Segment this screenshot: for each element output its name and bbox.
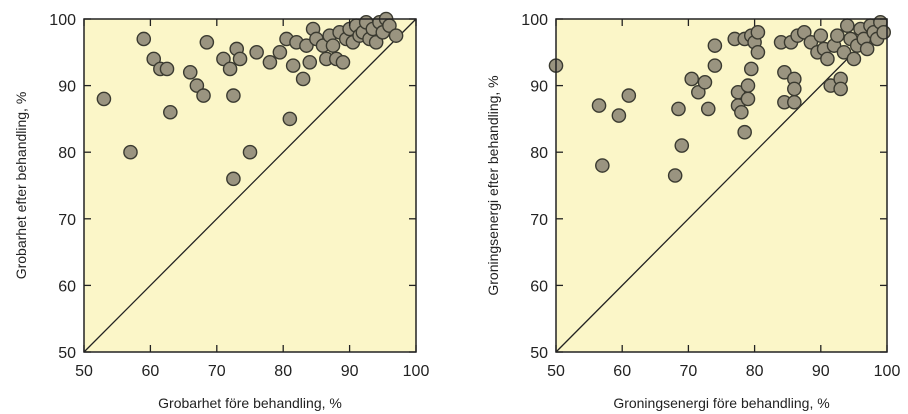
data-point: [671, 101, 686, 117]
data-point: [876, 25, 891, 40]
y-tick-label: 70: [530, 212, 548, 229]
y-tick-label: 60: [58, 278, 76, 295]
plot-frame: [83, 18, 417, 353]
data-point: [750, 25, 766, 40]
x-tick-label: 70: [208, 363, 226, 380]
data-point: [222, 61, 238, 77]
data-point: [595, 158, 610, 173]
data-point: [750, 45, 766, 60]
data-point: [96, 91, 112, 107]
x-tick-label: 50: [547, 363, 565, 380]
data-point: [737, 124, 752, 140]
data-point: [787, 81, 802, 97]
data-point: [621, 88, 637, 103]
data-point: [249, 45, 264, 60]
data-point: [667, 168, 683, 183]
y-axis-label: Groningsenergi efter behandling, %: [485, 75, 501, 295]
y-tick-label: 50: [530, 345, 548, 362]
x-tick-label: 60: [142, 363, 160, 380]
data-point: [136, 31, 152, 47]
data-point: [674, 138, 690, 153]
y-tick-label: 50: [58, 345, 76, 362]
y-tick-label: 80: [58, 145, 76, 162]
data-point: [335, 54, 351, 70]
scatter-panel-groningsenergi: 50 60 70 80 90 100 50 60 70 80 90 100 Groningsenergi…: [485, 12, 900, 411]
scatter-panel-grobarhet: 50 60 70 80 90 100 50 60 70 80 90 100 Grobarhet före…: [13, 11, 430, 411]
data-point: [820, 51, 835, 67]
x-tick-label: 80: [274, 363, 292, 380]
data-point: [163, 104, 178, 120]
data-point: [691, 84, 706, 100]
data-point: [740, 91, 756, 107]
data-point: [833, 81, 848, 97]
y-tick-label: 60: [530, 278, 548, 295]
x-tick-label: 70: [680, 363, 698, 380]
data-point: [707, 38, 723, 53]
data-point: [189, 78, 205, 93]
data-point: [216, 51, 231, 67]
data-point: [846, 51, 862, 67]
x-tick-label: 50: [75, 363, 93, 380]
y-tick-label: 100: [49, 12, 76, 29]
data-point: [830, 28, 845, 43]
data-point: [159, 61, 175, 77]
x-axis-label: Groningsenergi före behandling, %: [613, 395, 829, 411]
data-point: [232, 51, 248, 67]
x-tick-label: 100: [874, 363, 901, 380]
reference-line: [555, 18, 888, 353]
data-point: [591, 98, 607, 113]
data-point: [796, 25, 812, 40]
data-point: [743, 61, 759, 77]
x-tick-label: 100: [403, 363, 430, 380]
data-point: [707, 58, 723, 73]
data-point: [299, 38, 314, 53]
data-point: [242, 144, 258, 160]
data-point: [146, 51, 162, 67]
y-tick-label: 70: [58, 212, 76, 229]
data-point: [196, 88, 211, 103]
data-point: [226, 171, 241, 187]
data-point: [859, 41, 875, 57]
x-tick-label: 90: [341, 363, 359, 380]
data-point: [388, 28, 404, 43]
y-axis-label: Grobarhet efter behandling, %: [13, 92, 29, 280]
data-point: [325, 38, 341, 53]
data-point: [123, 144, 138, 160]
data-point: [611, 108, 627, 123]
data-point: [282, 111, 298, 127]
data-point: [302, 54, 318, 70]
x-tick-label: 90: [812, 363, 830, 380]
data-point: [697, 74, 713, 90]
data-point: [777, 64, 792, 80]
y-tick-label: 100: [521, 12, 548, 29]
data-point: [368, 35, 384, 50]
x-tick-label: 80: [746, 363, 764, 380]
data-point: [839, 18, 855, 33]
data-point: [182, 64, 198, 80]
data-point: [803, 35, 819, 50]
data-point: [226, 88, 241, 103]
data-point: [199, 35, 215, 50]
data-point: [787, 94, 802, 110]
data-point: [813, 28, 829, 43]
reference-line: [83, 18, 417, 353]
data-point: [262, 54, 278, 70]
y-tick-label: 90: [58, 79, 76, 96]
plot-frame: [555, 18, 888, 353]
x-axis-label: Grobarhet före behandling, %: [158, 395, 342, 411]
y-tick-label: 80: [530, 145, 548, 162]
x-tick-label: 60: [613, 363, 631, 380]
data-point: [836, 45, 852, 60]
data-point: [285, 58, 301, 73]
data-point: [700, 101, 716, 117]
data-point: [740, 78, 756, 93]
data-point: [272, 45, 288, 60]
y-tick-label: 90: [530, 79, 548, 96]
data-point: [295, 71, 311, 87]
data-point: [734, 104, 749, 120]
data-point: [684, 71, 700, 87]
